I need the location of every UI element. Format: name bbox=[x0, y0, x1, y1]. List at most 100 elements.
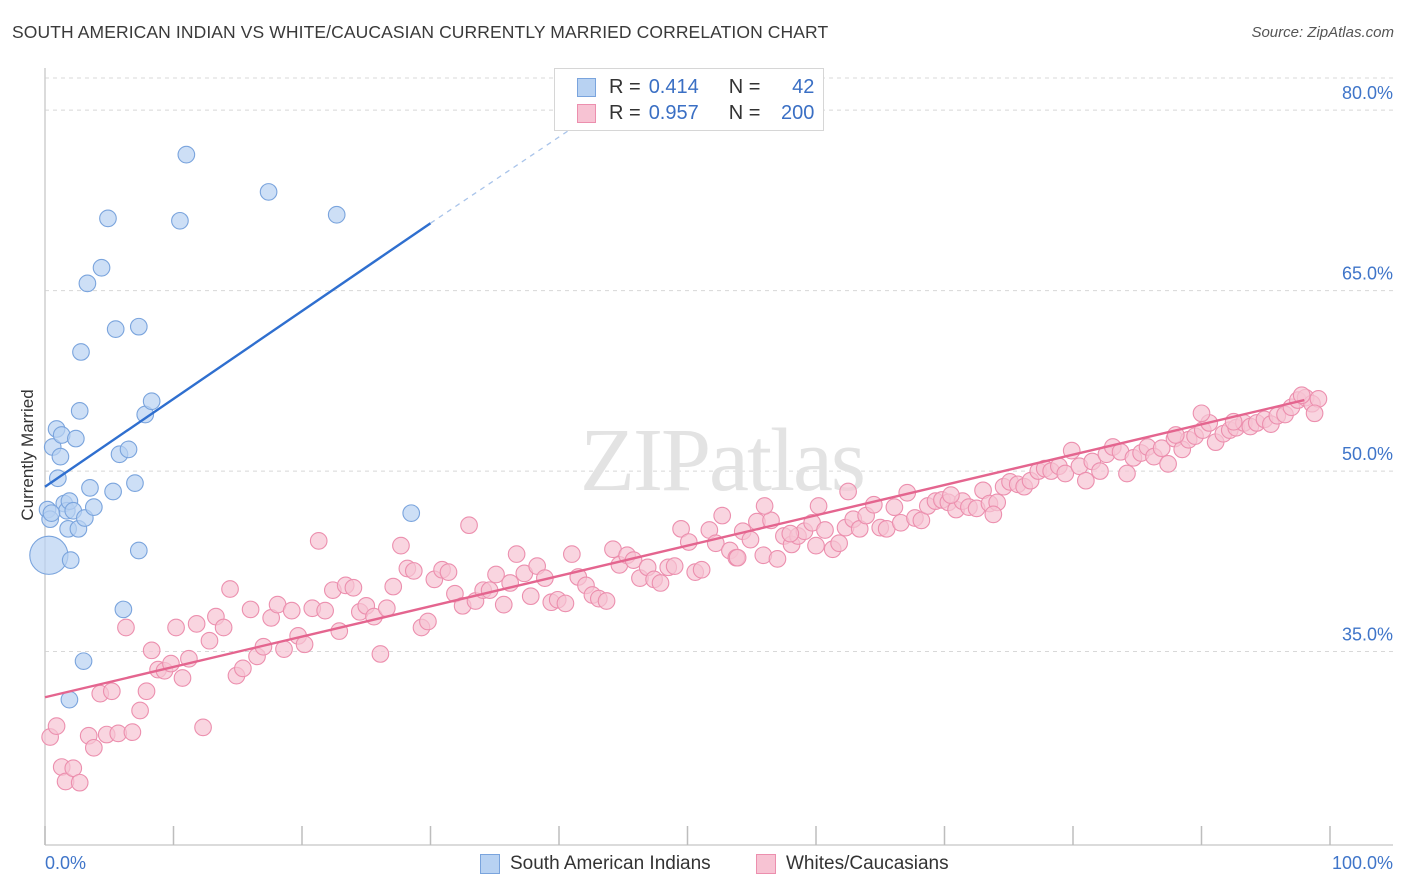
legend-swatch-blue bbox=[577, 77, 596, 97]
bottom-legend-label: Whites/Caucasians bbox=[786, 853, 949, 874]
white-caucasian-point bbox=[507, 545, 526, 563]
white-caucasian-point bbox=[419, 612, 437, 631]
axes bbox=[44, 68, 1393, 846]
white-caucasian-point bbox=[494, 595, 513, 614]
y-tick-label: 35.0% bbox=[1342, 625, 1393, 645]
white-caucasian-point bbox=[460, 516, 478, 535]
white-caucasian-point bbox=[1056, 464, 1075, 483]
y-tick-label: 80.0% bbox=[1342, 83, 1393, 103]
white-caucasian-point bbox=[404, 562, 423, 580]
bottom-legend-swatch-blue bbox=[480, 854, 500, 874]
south-american-indian-point bbox=[29, 535, 69, 575]
gridlines bbox=[45, 77, 1393, 653]
white-caucasian-point bbox=[384, 577, 403, 596]
white-caucasian-point bbox=[1292, 386, 1311, 405]
white-caucasian-point bbox=[864, 495, 883, 514]
south-american-indian-point bbox=[129, 317, 148, 336]
south-american-indians-points bbox=[29, 145, 421, 709]
legend-row-whites-caucasians: R = 0.957 N = 200 bbox=[577, 101, 814, 125]
white-caucasian-point bbox=[131, 701, 149, 720]
white-caucasian-point bbox=[562, 545, 581, 563]
white-caucasian-point bbox=[309, 531, 328, 550]
white-caucasian-point bbox=[830, 534, 848, 553]
x-tick-label: 100.0% bbox=[1332, 853, 1393, 873]
white-caucasian-point bbox=[142, 641, 161, 660]
legend-n-value: 42 bbox=[792, 75, 815, 98]
south-american-indian-point bbox=[66, 429, 85, 448]
bottom-legend-item-whites-caucasians: Whites/Caucasians bbox=[756, 852, 949, 876]
south-american-indian-point bbox=[61, 551, 80, 569]
south-american-indian-point bbox=[142, 392, 161, 411]
white-caucasian-point bbox=[200, 631, 219, 650]
white-caucasian-point bbox=[187, 615, 206, 633]
legend-n-label: N = bbox=[728, 101, 761, 124]
white-caucasian-point bbox=[102, 682, 121, 701]
south-american-indian-point bbox=[177, 145, 196, 164]
south-american-indian-point bbox=[78, 274, 97, 293]
white-caucasian-point bbox=[64, 759, 83, 778]
white-caucasian-point bbox=[117, 618, 135, 637]
white-caucasian-point bbox=[651, 574, 670, 592]
south-american-indian-point bbox=[70, 402, 89, 420]
whites-caucasians-points bbox=[41, 386, 1328, 792]
white-caucasian-point bbox=[713, 506, 732, 525]
white-caucasian-point bbox=[984, 505, 1003, 524]
white-caucasian-point bbox=[597, 592, 616, 610]
south-american-indian-point bbox=[114, 600, 133, 619]
white-caucasian-point bbox=[234, 659, 252, 678]
white-caucasian-point bbox=[316, 601, 334, 620]
y-tick-label: 65.0% bbox=[1342, 264, 1393, 284]
south-american-indian-point bbox=[129, 541, 148, 560]
white-caucasian-point bbox=[221, 580, 239, 598]
white-caucasian-point bbox=[912, 511, 931, 530]
south-american-indian-point bbox=[92, 258, 111, 277]
white-caucasian-point bbox=[1159, 454, 1177, 473]
south-american-indian-point bbox=[84, 498, 103, 517]
white-caucasian-point bbox=[371, 645, 390, 663]
white-caucasian-point bbox=[728, 548, 747, 567]
tick-labels: 35.0% 50.0% 65.0% 80.0% 0.0% 100.0% bbox=[45, 83, 1393, 873]
white-caucasian-point bbox=[816, 521, 834, 539]
legend-swatch-pink bbox=[577, 103, 596, 123]
south-american-indian-point bbox=[81, 479, 99, 497]
south-american-indian-point bbox=[327, 205, 346, 224]
south-american-indian-point bbox=[119, 440, 138, 459]
chart-title: SOUTH AMERICAN INDIAN VS WHITE/CAUCASIAN… bbox=[12, 22, 829, 42]
legend-row-south-american-indians: R = 0.414 N = 42 bbox=[577, 75, 814, 99]
white-caucasian-point bbox=[214, 618, 233, 637]
white-caucasian-point bbox=[809, 497, 828, 515]
white-caucasian-point bbox=[84, 738, 103, 757]
watermark: ZIPatlas bbox=[580, 411, 864, 510]
south-american-indian-point bbox=[106, 320, 125, 338]
white-caucasian-point bbox=[521, 587, 540, 606]
white-caucasian-point bbox=[194, 718, 212, 737]
white-caucasian-point bbox=[487, 565, 505, 584]
white-caucasian-point bbox=[70, 773, 89, 792]
white-caucasian-point bbox=[137, 682, 156, 701]
white-caucasian-point bbox=[768, 550, 787, 568]
south-american-indian-point bbox=[126, 474, 144, 492]
south-american-indian-point bbox=[72, 343, 90, 361]
white-caucasian-point bbox=[173, 669, 192, 687]
white-caucasian-point bbox=[439, 563, 458, 581]
white-caucasian-point bbox=[807, 536, 825, 555]
south-american-indian-point bbox=[171, 211, 189, 230]
legend-r-label: R = bbox=[609, 101, 641, 124]
legend-r-label: R = bbox=[609, 75, 641, 98]
white-caucasian-point bbox=[1192, 404, 1211, 423]
chart-source: Source: ZipAtlas.com bbox=[1251, 24, 1394, 41]
white-caucasian-point bbox=[123, 723, 142, 742]
white-caucasian-point bbox=[781, 524, 800, 543]
white-caucasian-point bbox=[755, 497, 774, 515]
white-caucasian-point bbox=[1091, 462, 1109, 480]
white-caucasian-point bbox=[1152, 439, 1171, 458]
white-caucasian-point bbox=[1305, 404, 1324, 423]
white-caucasian-point bbox=[665, 557, 684, 575]
south-american-indian-point bbox=[99, 209, 117, 228]
whites-caucasians-trend-line bbox=[44, 398, 1305, 699]
south-american-indian-point bbox=[74, 652, 93, 671]
white-caucasian-point bbox=[885, 498, 904, 517]
x-tick-label: 0.0% bbox=[45, 853, 86, 873]
white-caucasian-point bbox=[1118, 464, 1136, 483]
